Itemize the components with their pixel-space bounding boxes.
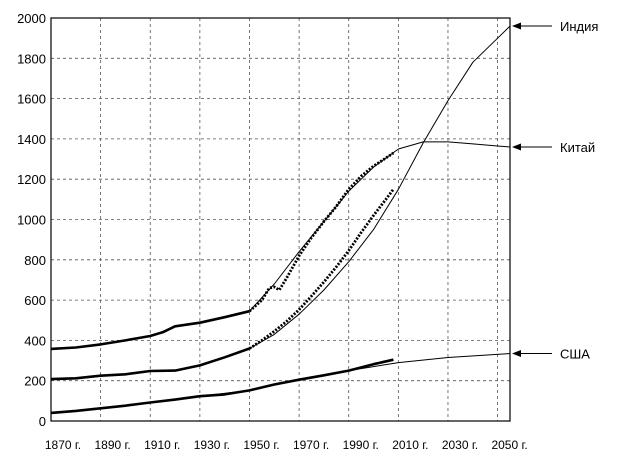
y-tick-label: 2000 bbox=[17, 11, 46, 26]
grid bbox=[51, 18, 510, 421]
series-label: Китай bbox=[560, 140, 595, 155]
y-tick-label: 600 bbox=[24, 293, 46, 308]
series-lines bbox=[50, 25, 511, 415]
series-line-historical bbox=[50, 358, 394, 415]
y-tick-label: 400 bbox=[24, 333, 46, 348]
series-label: США bbox=[560, 346, 590, 361]
series-line-estimate bbox=[248, 151, 395, 313]
plot-frame bbox=[50, 17, 511, 422]
y-tick-label: 1400 bbox=[17, 132, 46, 147]
arrowhead-icon bbox=[512, 349, 521, 357]
y-tick-label: 0 bbox=[39, 414, 46, 429]
series-line-historical bbox=[50, 347, 250, 381]
series-line-estimate bbox=[248, 188, 395, 350]
series-label: Индия bbox=[560, 19, 598, 34]
x-tick-label: 1970 г. bbox=[293, 438, 329, 452]
y-axis-tick-labels: 0 200 400 600 800 1000 1200 1400 1600 1800 2000 bbox=[17, 11, 46, 429]
series-line-historical bbox=[50, 309, 250, 351]
series-line-projection bbox=[249, 25, 511, 349]
x-tick-label: 2030 г. bbox=[442, 438, 478, 452]
x-tick-label: 1890 г. bbox=[94, 438, 130, 452]
x-tick-label: 1930 г. bbox=[194, 438, 230, 452]
y-tick-label: 1200 bbox=[17, 172, 46, 187]
y-tick-label: 200 bbox=[24, 374, 46, 389]
x-tick-label: 2010 г. bbox=[392, 438, 428, 452]
y-tick-label: 1600 bbox=[17, 92, 46, 107]
x-tick-label: 1870 г. bbox=[45, 438, 81, 452]
y-tick-label: 800 bbox=[24, 253, 46, 268]
series-labels: Индия Китай США bbox=[512, 19, 598, 361]
x-tick-label: 1950 г. bbox=[243, 438, 279, 452]
y-tick-label: 1800 bbox=[17, 51, 46, 66]
x-tick-label: 1910 г. bbox=[144, 438, 180, 452]
x-axis-tick-labels: 1870 г. 1890 г. 1910 г. 1930 г. 1950 г. 1970 … bbox=[45, 438, 528, 452]
arrowhead-icon bbox=[512, 22, 521, 30]
series-line-projection bbox=[249, 141, 511, 312]
y-tick-label: 1000 bbox=[17, 213, 46, 228]
x-tick-label: 1990 г. bbox=[343, 438, 379, 452]
arrowhead-icon bbox=[512, 143, 521, 151]
x-tick-label: 2050 г. bbox=[491, 438, 527, 452]
